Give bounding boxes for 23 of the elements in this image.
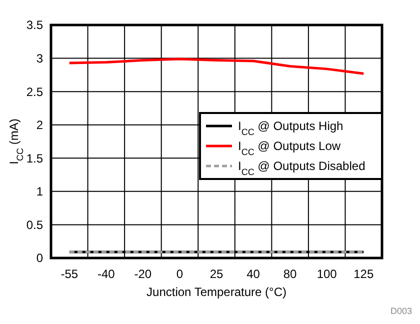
x-tick-label: -20 (134, 267, 152, 281)
x-tick-label: -55 (60, 267, 78, 281)
y-tick-label: 3 (36, 51, 44, 66)
text: D003 (390, 306, 412, 316)
x-tick-label: -40 (97, 267, 116, 281)
y-tick-label: 1 (36, 184, 44, 199)
line-series (68, 58, 365, 75)
legend-label: I$_{CC}$ @ Outputs High (238, 119, 344, 138)
y-tick-label: 1.5 (26, 151, 44, 166)
legend-label: I$_{CC}$ @ Outputs Low (238, 139, 341, 158)
x-tick-label: 80 (283, 267, 298, 281)
x-tick-label: 100 (316, 267, 338, 281)
y-tick-label: 0.5 (26, 218, 44, 232)
y-tick-label: 2.5 (26, 84, 44, 99)
y-tick-label: 0 (36, 251, 44, 266)
x-tick-label: 40 (246, 267, 260, 281)
x-tick-label: 25 (210, 267, 224, 281)
x-tick-label: 0 (176, 267, 184, 281)
x-axis-title: Junction Temperature (°C) (146, 285, 286, 299)
legend-label: I$_{CC}$ @ Outputs Disabled (238, 159, 366, 178)
y-tick-label: 3.5 (26, 18, 44, 32)
y-tick-label: 2 (36, 118, 44, 132)
x-tick-label: 125 (354, 267, 374, 281)
